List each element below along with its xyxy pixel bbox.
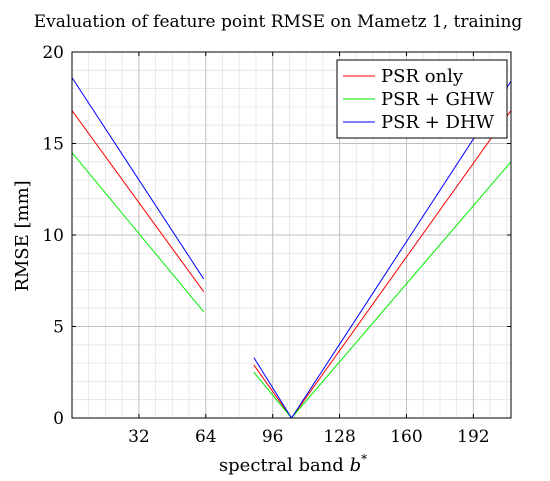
legend-label: PSR only — [381, 66, 464, 87]
x-tick-label: 96 — [262, 427, 284, 447]
legend-label: PSR + GHW — [381, 89, 495, 110]
x-tick-label: 64 — [195, 427, 217, 447]
series-line-1-segment-2 — [253, 110, 512, 419]
series-line-1-segment-1 — [71, 110, 205, 293]
y-axis-label: RMSE [mm] — [12, 180, 33, 291]
y-tick-label: 5 — [53, 318, 64, 338]
y-ticks: 0 5 10 15 20 — [42, 43, 511, 429]
series-line-2-segment-1 — [71, 152, 205, 313]
x-tick-label: 192 — [457, 427, 489, 447]
chart-title: Evaluation of feature point RMSE on Mame… — [34, 12, 523, 32]
x-tick-label: 32 — [128, 427, 150, 447]
x-tick-label: 128 — [323, 427, 355, 447]
y-tick-label: 10 — [42, 226, 64, 246]
x-ticks: 32 64 96 128 160 192 — [128, 52, 490, 447]
y-tick-label: 0 — [53, 409, 64, 429]
major-grid — [72, 52, 511, 418]
y-tick-label: 15 — [42, 135, 64, 155]
x-tick-label: 160 — [390, 427, 422, 447]
x-axis-label: spectral band b* — [219, 452, 367, 476]
y-tick-label: 20 — [42, 43, 64, 63]
series-line-3-segment-1 — [71, 77, 205, 280]
legend-label: PSR + DHW — [381, 112, 495, 133]
